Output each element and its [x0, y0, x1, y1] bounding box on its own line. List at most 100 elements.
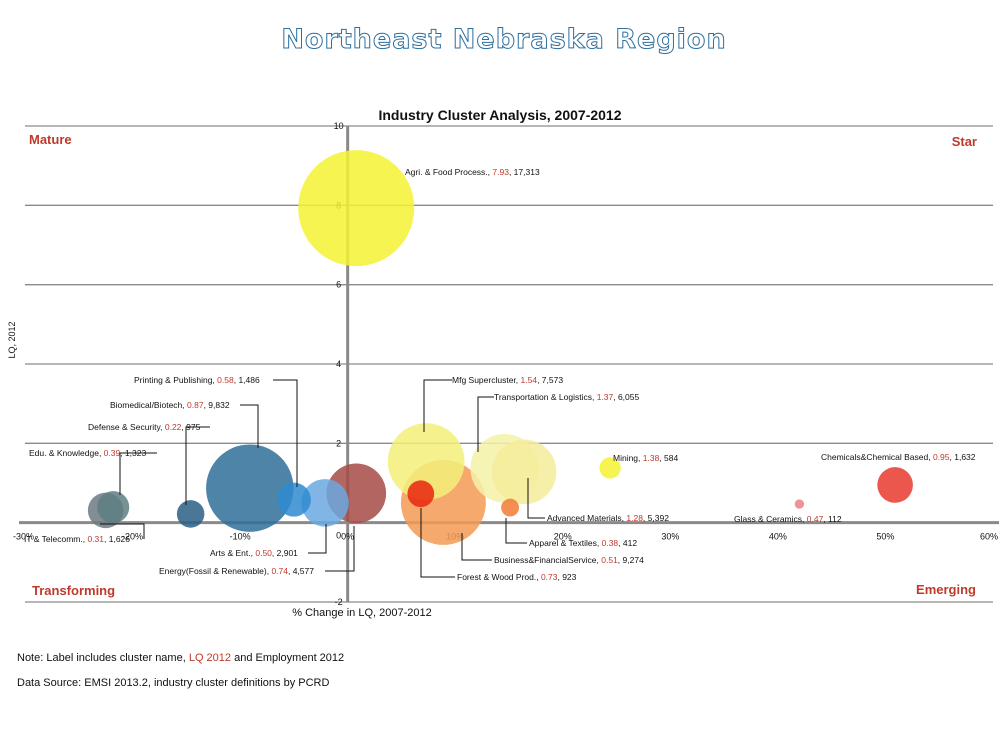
- bubble-label-name: Mfg Supercluster,: [452, 375, 521, 385]
- x-tick-label: 30%: [661, 532, 679, 542]
- note-label-lq: LQ 2012: [188, 652, 232, 664]
- bubble-label-employment: , 1,323: [120, 448, 146, 458]
- chart-title: Industry Cluster Analysis, 2007-2012: [378, 107, 621, 123]
- bubble-label: Defense & Security, 0.22, 975: [88, 422, 201, 432]
- bubble: [407, 480, 435, 508]
- bubble-label-employment: , 7,573: [537, 375, 563, 385]
- bubble: [206, 444, 294, 532]
- bubble-label-name: Business&FinancialService,: [494, 555, 601, 565]
- grid-layer: [25, 125, 993, 603]
- label-leader-line: [100, 523, 145, 539]
- x-tick-label: 20%: [554, 532, 572, 542]
- bubble-label: Arts & Ent., 0.50, 2,901: [210, 548, 298, 558]
- bubble-label-lq: 0.22: [165, 422, 182, 432]
- bubble-label-lq: 0.87: [187, 400, 204, 410]
- x-tick-label: -30%: [13, 532, 34, 542]
- bubble-label-lq: 1.37: [597, 392, 614, 402]
- bubble-label-employment: , 1,632: [950, 452, 976, 462]
- x-tick-label: 0%: [341, 532, 354, 542]
- x-tick-label: 60%: [980, 532, 998, 542]
- bubble-label-lq: 7.93: [492, 167, 509, 177]
- bubble-label-name: Glass & Ceramics,: [734, 514, 807, 524]
- label-leader-line: [325, 526, 355, 572]
- y-tick-label: 6: [336, 280, 341, 290]
- bubble-label-name: Apparel & Textiles,: [529, 538, 602, 548]
- bubble-label-employment: , 6,055: [613, 392, 639, 402]
- bubble-label-lq: 0.31: [87, 534, 104, 544]
- bubble: [491, 439, 557, 505]
- label-leader-line: [240, 404, 259, 448]
- bubble-label: Edu. & Knowledge, 0.39, 1,323: [29, 448, 146, 458]
- bubble: [599, 457, 621, 479]
- bubble-label-name: Transportation & Logistics,: [494, 392, 597, 402]
- bubble-label-employment: , 412: [618, 538, 637, 548]
- bubble-label: Mfg Supercluster, 1.54, 7,573: [452, 375, 563, 385]
- bubble-label-name: Chemicals&Chemical Based,: [821, 452, 933, 462]
- bubble-label-lq: 0.73: [541, 572, 558, 582]
- bubble-label-employment: , 584: [659, 453, 678, 463]
- bubble: [877, 467, 913, 503]
- note-label-prefix: Note: Label includes cluster name,: [17, 652, 189, 664]
- y-tick-label: -2: [335, 597, 343, 607]
- bubble-label-employment: , 17,313: [509, 167, 540, 177]
- bubble-label-lq: 0.39: [104, 448, 121, 458]
- label-leader-line: [420, 508, 455, 578]
- quadrant-label-star: Star: [952, 134, 977, 149]
- bubble: [97, 491, 130, 524]
- x-tick-label: -10%: [230, 532, 251, 542]
- bubble-label: IT & Telecomm., 0.31, 1,626: [24, 534, 130, 544]
- bubble-label: Biomedical/Biotech, 0.87, 9,832: [110, 400, 230, 410]
- bubble-label: Advanced Materials, 1.28, 5,392: [547, 513, 669, 523]
- bubble-label-lq: 0.95: [933, 452, 950, 462]
- label-leader-line: [185, 426, 210, 505]
- bubble-label-employment: , 9,274: [618, 555, 644, 565]
- y-tick-label: 10: [334, 121, 344, 131]
- bubble-label-name: Defense & Security,: [88, 422, 165, 432]
- bubble-label-name: Arts & Ent.,: [210, 548, 255, 558]
- bubble: [387, 423, 465, 500]
- label-leader-line: [308, 524, 327, 554]
- label-leader-line: [423, 379, 452, 432]
- note-label: Note: Label includes cluster name, LQ 20…: [17, 652, 344, 664]
- bubble-label-lq: 0.38: [602, 538, 619, 548]
- bubble-label-name: Edu. & Knowledge,: [29, 448, 104, 458]
- y-tick-label: 4: [336, 359, 341, 369]
- label-leader-line: [527, 478, 545, 519]
- bubble-label-name: Biomedical/Biotech,: [110, 400, 187, 410]
- bubble-label-employment: , 975: [181, 422, 200, 432]
- bubble-label-name: Advanced Materials,: [547, 513, 626, 523]
- quadrant-label-transforming: Transforming: [32, 583, 115, 598]
- bubble-label-lq: 0.47: [807, 514, 824, 524]
- bubble-label: Agri. & Food Process., 7.93, 17,313: [405, 167, 540, 177]
- bubble-label-name: Mining,: [613, 453, 643, 463]
- bubble-label-employment: , 1,626: [104, 534, 130, 544]
- bubble-label-lq: 1.28: [626, 513, 643, 523]
- bubble-label-lq: 1.54: [521, 375, 538, 385]
- x-tick-label: 40%: [769, 532, 787, 542]
- label-leader-line: [477, 396, 494, 452]
- bubble-label: Transportation & Logistics, 1.37, 6,055: [494, 392, 640, 402]
- bubble-label-lq: 0.50: [255, 548, 272, 558]
- bubble-label: Chemicals&Chemical Based, 0.95, 1,632: [821, 452, 976, 462]
- bubble: [276, 482, 311, 517]
- bubble-label-lq: 1.38: [643, 453, 660, 463]
- bubble-label-employment: , 923: [557, 572, 576, 582]
- bubble: [501, 498, 520, 517]
- bubble-label-employment: , 2,901: [272, 548, 298, 558]
- bubble-label: Mining, 1.38, 584: [613, 453, 678, 463]
- bubble-label: Business&FinancialService, 0.51, 9,274: [494, 555, 644, 565]
- bubble-label-name: Agri. & Food Process.,: [405, 167, 492, 177]
- bubble-label-name: Energy(Fossil & Renewable),: [159, 566, 271, 576]
- bubble-label-lq: 0.58: [217, 375, 234, 385]
- bubble-label-employment: , 1,486: [234, 375, 260, 385]
- bubble-label-name: Forest & Wood Prod.,: [457, 572, 541, 582]
- bubble-label: Apparel & Textiles, 0.38, 412: [529, 538, 637, 548]
- quadrant-label-emerging: Emerging: [916, 582, 976, 597]
- quadrant-label-mature: Mature: [29, 132, 72, 147]
- bubble-label: Energy(Fossil & Renewable), 0.74, 4,577: [159, 566, 314, 576]
- bubble-label-employment: , 9,832: [204, 400, 230, 410]
- bubble: [794, 499, 805, 509]
- y-tick-label: 2: [336, 438, 341, 448]
- bubble-label-employment: , 5,392: [643, 513, 669, 523]
